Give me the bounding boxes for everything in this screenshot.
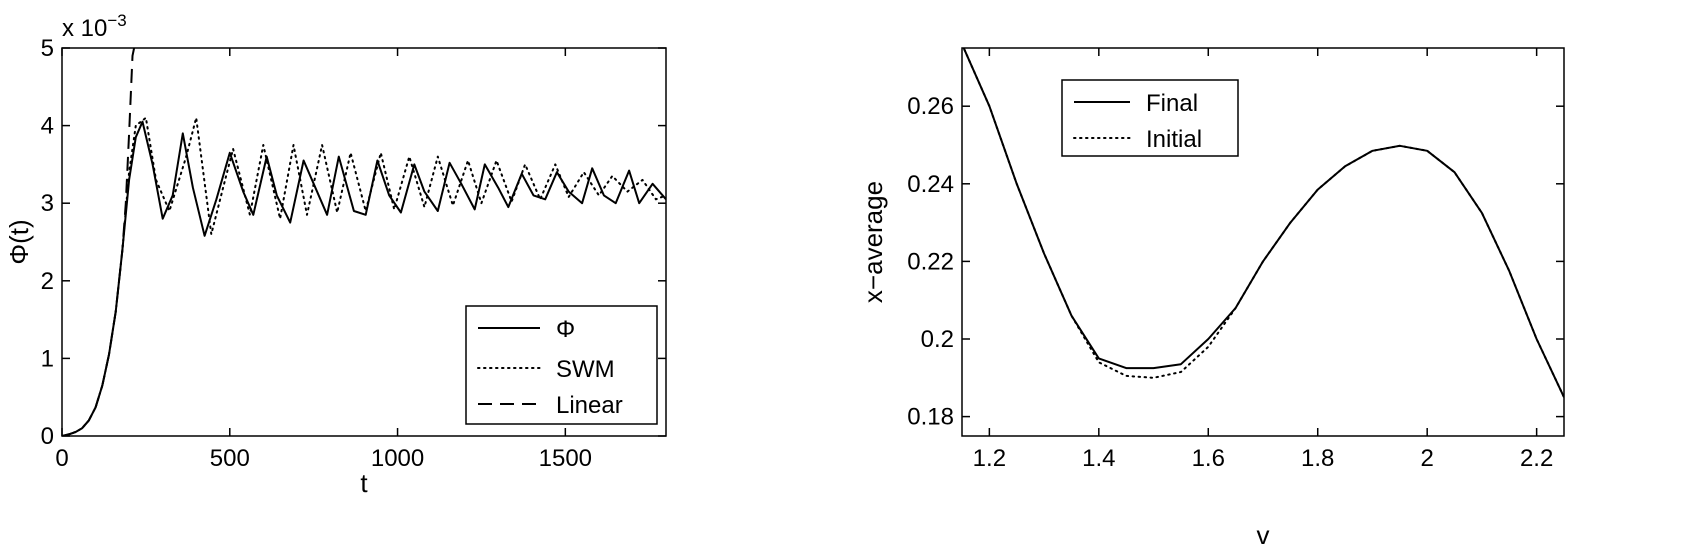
- x-axis-label: v: [1257, 520, 1270, 548]
- plot-area-frame: [961, 47, 1565, 437]
- x-tick-label: 2.2: [1520, 445, 1553, 472]
- legend-label-swm: SWM: [556, 356, 615, 383]
- chart-phi-vs-t: 0 500 1000 1500 0 1 2 3 4 5 x 10−3 t Φ(t) Φ SWM L…: [4, 11, 667, 498]
- y-tick-label: 0.22: [907, 248, 954, 275]
- x-tick-label: 1.8: [1301, 445, 1334, 472]
- x-tick-label: 2: [1421, 445, 1434, 472]
- legend-label-final: Final: [1146, 90, 1198, 117]
- y-axis-label: x−average: [858, 181, 888, 303]
- legend-label-linear: Linear: [556, 392, 623, 419]
- y-tick-label: 2: [41, 268, 54, 295]
- series-group: [962, 48, 1564, 399]
- y-tick-label: 3: [41, 190, 54, 217]
- y-tick-label: 5: [41, 35, 54, 62]
- y-tick-label: 0.26: [907, 93, 954, 120]
- legend-label-initial: Initial: [1146, 126, 1202, 153]
- x-tick-label: 0: [55, 445, 68, 472]
- y-tick-label: 0.2: [921, 326, 954, 353]
- y-tick-label: 1: [41, 345, 54, 372]
- y-tick-label: 0.24: [907, 171, 954, 198]
- legend-box: [465, 305, 658, 425]
- y-tick-label: 0: [41, 423, 54, 450]
- y-axis-label: Φ(t): [4, 219, 34, 264]
- y-multiplier: x 10−3: [62, 11, 127, 42]
- legend-label-phi: Φ: [556, 316, 575, 343]
- legend: Φ SWM Linear: [465, 305, 658, 425]
- x-tick-label: 1000: [371, 445, 424, 472]
- y-tick-label: 0.18: [907, 404, 954, 431]
- series-line-initial: [962, 48, 1564, 399]
- series-group: [62, 48, 666, 436]
- series-line-swm: [62, 116, 666, 436]
- legend-box: [1061, 79, 1239, 157]
- x-axis-label: t: [360, 468, 368, 498]
- series-line-linear: [62, 48, 136, 436]
- ticks-group: 1.2 1.4 1.6 1.8 2 2.2 0.18 0.2 0.22 0.24 0.26: [907, 48, 1564, 472]
- x-tick-label: 1.2: [973, 445, 1006, 472]
- y-multiplier-exponent: −3: [107, 11, 126, 30]
- x-tick-label: 1.6: [1192, 445, 1225, 472]
- ticks-group: 0 500 1000 1500 0 1 2 3 4 5: [41, 35, 666, 472]
- x-tick-label: 1.4: [1082, 445, 1115, 472]
- y-tick-label: 4: [41, 113, 54, 140]
- x-tick-label: 500: [210, 445, 250, 472]
- x-tick-label: 1500: [539, 445, 592, 472]
- legend: Final Initial: [1061, 79, 1239, 157]
- chart-x-average-vs-v: 1.2 1.4 1.6 1.8 2 2.2 0.18 0.2 0.22 0.24 0.26 v x−…: [858, 47, 1565, 548]
